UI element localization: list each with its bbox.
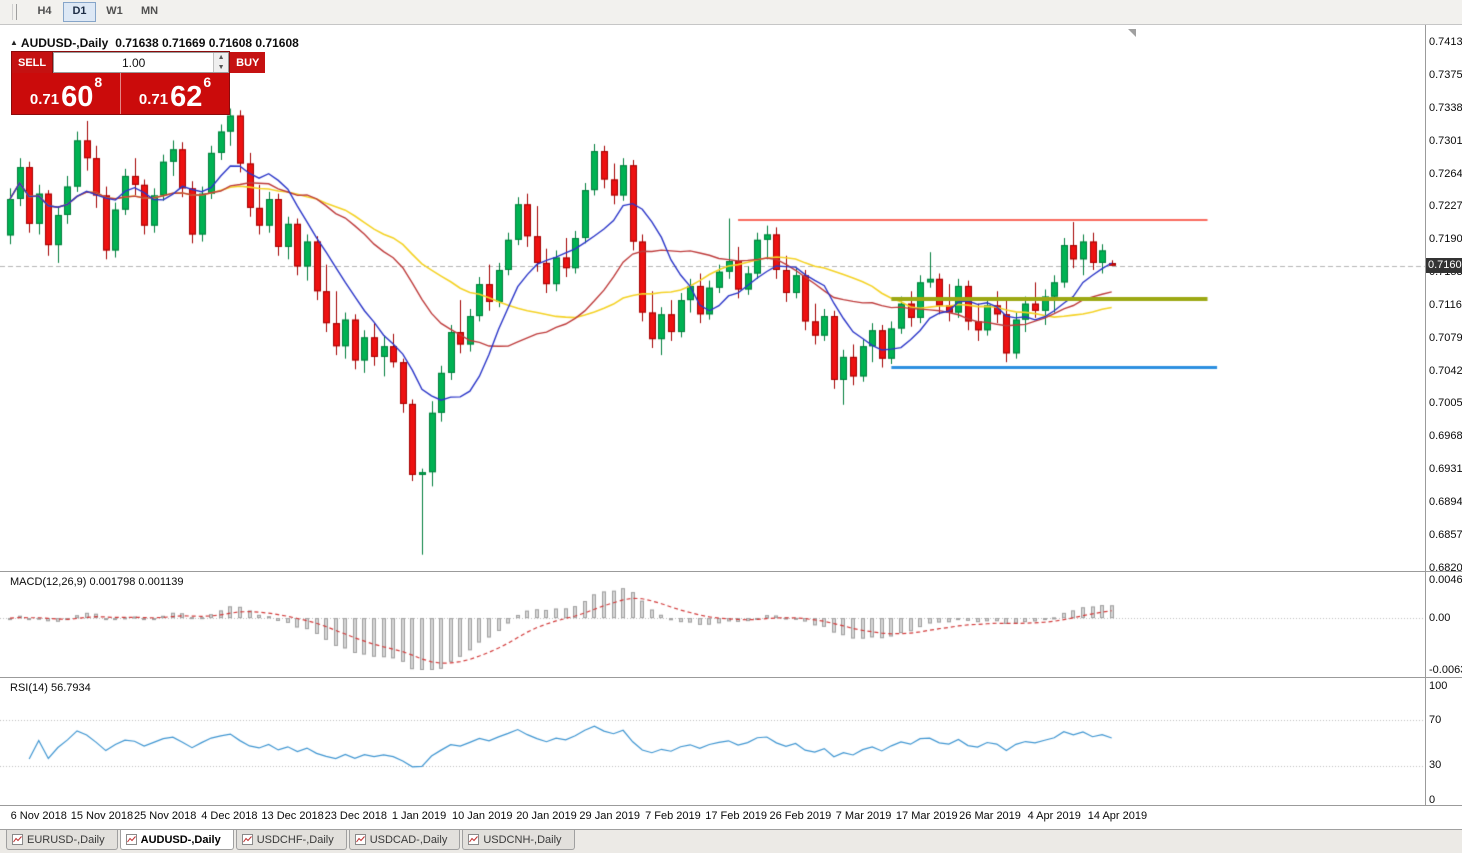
sell-price-base: 0.71 [29,91,60,108]
buy-price-display[interactable]: 0.71 62 6 [121,73,229,114]
volume-input[interactable] [54,53,214,72]
rsi-scale-label: 100 [1429,679,1448,692]
symbol-header: ▲ AUDUSD-,Daily 0.71638 0.71669 0.71608 0.… [10,36,299,50]
chart-icon [354,834,366,845]
pane-separator[interactable] [0,571,1462,572]
chart-tab-bar: EURUSD-,Daily AUDUSD-,Daily USDCHF-,Daily U… [0,829,1462,853]
timeframe-button-h4[interactable]: H4 [37,5,52,17]
buy-button[interactable]: BUY [229,52,266,73]
date-axis-label: 15 Nov 2018 [70,810,134,822]
one-click-collapse-icon[interactable]: ▲ [10,38,18,47]
macd-scale-label: -0.00639 [1429,663,1462,676]
toolbar-grip[interactable] [12,4,17,20]
ohlc-values: 0.71638 0.71669 0.71608 0.71608 [115,36,299,50]
date-axis-label: 7 Mar 2019 [835,810,892,822]
buy-price-point: 6 [203,74,212,90]
chart-icon [241,834,253,845]
sell-price-pips: 60 [61,81,94,114]
date-axis-label: 17 Feb 2019 [705,810,768,822]
current-price-badge: 0.71608 [1426,258,1462,274]
price-scale-border [1425,25,1426,806]
volume-increase-button[interactable]: ▲ [214,53,229,63]
chart-tab-usdcnh[interactable]: USDCNH-,Daily [462,830,575,850]
date-axis-label: 10 Jan 2019 [452,810,513,822]
rsi-indicator-canvas[interactable] [0,678,1425,804]
timeframe-button-mn[interactable]: MN [140,5,159,17]
timeframe-button-d1[interactable]: D1 [63,2,96,22]
chart-tab-usdcad[interactable]: USDCAD-,Daily [348,830,461,850]
date-axis-label: 1 Jan 2019 [391,810,447,822]
chart-tab-label: EURUSD-,Daily [27,833,105,846]
date-axis-label: 29 Jan 2019 [579,810,640,822]
date-axis-label: 14 Apr 2019 [1087,810,1148,822]
rsi-indicator-label: RSI(14) 56.7934 [10,682,91,694]
timeframe-buttons: H4 D1 W1 MN [27,2,167,22]
pane-separator [0,805,1462,806]
chart-tab-label: USDCHF-,Daily [256,833,334,846]
chart-tab-label: USDCNH-,Daily [483,833,562,846]
chart-icon [125,834,137,845]
trade-controls-row: SELL ▲ ▼ BUY [12,52,266,73]
date-axis-label: 4 Apr 2019 [1027,810,1081,822]
scroll-to-end-marker[interactable] [1128,29,1136,37]
chart-tab-eurusd[interactable]: EURUSD-,Daily [6,830,118,850]
date-axis-label: 13 Dec 2018 [261,810,324,822]
timeframe-toolbar: H4 D1 W1 MN [0,0,1462,25]
date-axis-label: 26 Mar 2019 [959,810,1021,822]
date-axis-label: 6 Nov 2018 [10,810,67,822]
trade-prices-row: 0.71 60 8 0.71 62 6 [12,73,229,114]
date-axis-label: 20 Jan 2019 [516,810,577,822]
rsi-scale-label: 30 [1429,759,1442,772]
chart-icon [12,834,23,845]
date-axis-label: 17 Mar 2019 [895,810,958,822]
buy-price-base: 0.71 [138,91,169,108]
date-axis-label: 23 Dec 2018 [324,810,388,822]
date-axis-label: 7 Feb 2019 [645,810,701,822]
chart-tab-label: AUDUSD-,Daily [140,833,221,846]
chart-tab-label: USDCAD-,Daily [369,833,448,846]
sell-button[interactable]: SELL [12,52,54,73]
volume-spinner: ▲ ▼ [213,53,229,72]
price-chart-canvas[interactable] [0,26,1425,570]
chart-tab-audusd[interactable]: AUDUSD-,Daily [119,830,234,850]
rsi-scale-label: 0 [1429,793,1436,806]
sell-price-display[interactable]: 0.71 60 8 [12,73,121,114]
volume-decrease-button[interactable]: ▼ [214,62,229,72]
macd-scale-label: 0.00 [1429,611,1451,624]
rsi-scale-label: 70 [1429,713,1442,726]
macd-scale-label: 0.004694 [1429,573,1462,586]
chart-tab-usdchf[interactable]: USDCHF-,Daily [235,830,347,850]
date-axis-label: 26 Feb 2019 [769,810,832,822]
sell-price-point: 8 [94,74,103,90]
timeframe-button-w1[interactable]: W1 [106,5,123,17]
macd-indicator-canvas[interactable] [0,572,1425,676]
pane-separator[interactable] [0,677,1462,678]
date-axis-label: 4 Dec 2018 [201,810,258,822]
chart-icon [468,834,480,845]
symbol-title: AUDUSD-,Daily [20,36,109,50]
volume-field: ▲ ▼ [53,52,230,73]
buy-price-pips: 62 [170,81,203,114]
date-axis-label: 25 Nov 2018 [133,810,197,822]
macd-indicator-label: MACD(12,26,9) 0.001798 0.001139 [10,576,184,588]
